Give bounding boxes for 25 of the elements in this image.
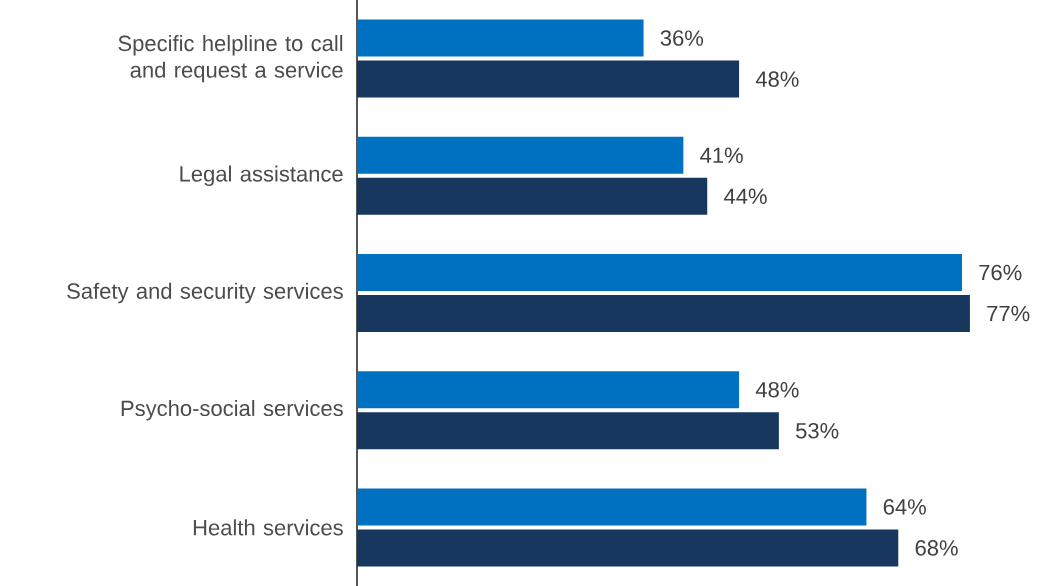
y-tick-label: Legal assistance — [180, 165, 343, 187]
data-label: 68% — [915, 540, 958, 556]
bar — [357, 60, 740, 98]
data-label: 77% — [987, 305, 1030, 322]
data-label: 36% — [660, 30, 704, 46]
data-label: 48% — [755, 381, 799, 398]
y-tick-label: Safety and security services — [67, 282, 343, 304]
y-tick-label: Health services — [193, 519, 343, 536]
data-label: 44% — [724, 188, 767, 204]
data-label: 41% — [700, 147, 743, 163]
data-label: 48% — [755, 71, 799, 87]
data-label: 76% — [979, 264, 1022, 281]
y-tick-label: Specific helpline to call and request a service — [118, 35, 343, 83]
bar — [357, 177, 708, 215]
bar — [357, 136, 684, 174]
bar — [357, 412, 779, 450]
bar — [357, 488, 867, 526]
bar — [357, 19, 644, 57]
y-tick-label: Psycho-social services — [121, 399, 343, 421]
data-label: 53% — [796, 422, 839, 439]
bar — [357, 253, 962, 291]
bar — [357, 371, 740, 409]
data-label: 64% — [883, 499, 926, 515]
bar — [357, 295, 970, 332]
bar — [357, 529, 899, 567]
